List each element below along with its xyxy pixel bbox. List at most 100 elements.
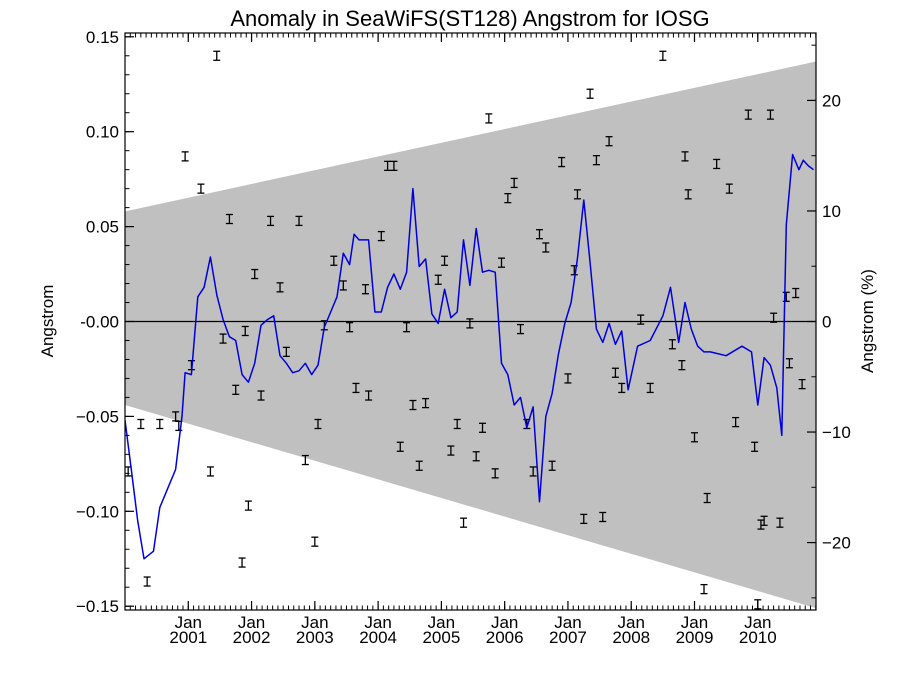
- data-point: [447, 445, 455, 456]
- data-point: [785, 358, 793, 369]
- data-point: [453, 418, 461, 430]
- data-point: [213, 50, 221, 61]
- data-point: [197, 183, 205, 194]
- x-tick-label-month: Jan: [681, 613, 708, 632]
- data-point: [798, 378, 806, 390]
- data-point: [409, 399, 417, 411]
- data-point: [219, 333, 227, 344]
- data-point: [770, 312, 778, 323]
- data-point: [181, 151, 189, 162]
- x-tick-label-month: Jan: [618, 613, 645, 632]
- uncertainty-band: [125, 61, 816, 609]
- data-point: [257, 390, 265, 401]
- y2-tick-label: −20: [822, 534, 851, 553]
- y-axis-label: Angstrom: [38, 285, 57, 358]
- x-tick-label-year: 2004: [359, 628, 397, 647]
- y2-axis-label: Angstrom (%): [858, 269, 877, 373]
- data-point: [760, 515, 768, 526]
- data-point: [346, 322, 354, 333]
- x-tick-label-year: 2006: [486, 628, 524, 647]
- data-point: [605, 136, 613, 147]
- x-tick-label-year: 2008: [612, 628, 650, 647]
- data-point: [725, 183, 733, 194]
- data-point: [352, 382, 360, 394]
- data-point: [678, 360, 686, 371]
- data-point: [691, 432, 699, 443]
- y-tick-label: -0.00: [80, 313, 119, 332]
- data-point: [330, 255, 338, 266]
- x-tick-label-month: Jan: [554, 613, 581, 632]
- data-point: [684, 189, 692, 200]
- series-line: [125, 153, 814, 560]
- data-point: [485, 113, 493, 124]
- data-point: [422, 397, 430, 409]
- x-tick-label-month: Jan: [491, 613, 518, 632]
- data-point: [792, 287, 800, 299]
- x-tick-label-month: Jan: [428, 613, 455, 632]
- x-tick-label-year: 2002: [233, 628, 271, 647]
- data-point: [580, 513, 588, 525]
- data-point: [757, 519, 765, 530]
- y-tick-label: 0.15: [86, 28, 119, 47]
- data-point: [390, 160, 398, 172]
- x-tick-label-year: 2009: [676, 628, 714, 647]
- data-point: [206, 466, 214, 477]
- data-point: [516, 323, 524, 335]
- x-tick-label-month: Jan: [238, 613, 265, 632]
- data-point: [276, 282, 284, 293]
- data-point: [466, 318, 474, 329]
- data-point: [558, 156, 566, 168]
- x-tick-label-month: Jan: [364, 613, 391, 632]
- data-point: [659, 50, 667, 61]
- data-point: [295, 215, 303, 227]
- chart-title: Anomaly in SeaWiFS(ST128) Angstrom for I…: [230, 6, 709, 31]
- data-point: [535, 229, 543, 240]
- data-point: [498, 257, 506, 268]
- data-point: [314, 418, 322, 430]
- data-point: [751, 441, 759, 452]
- data-point: [479, 422, 487, 433]
- data-point: [732, 416, 740, 428]
- y-tick-label: −0.05: [76, 407, 119, 426]
- data-point: [137, 418, 145, 430]
- data-point: [713, 158, 721, 170]
- data-point: [491, 468, 499, 479]
- data-point: [564, 373, 572, 384]
- data-point: [244, 500, 252, 511]
- data-point: [238, 557, 246, 568]
- data-point: [251, 268, 259, 280]
- y-tick-label: −0.10: [76, 502, 119, 521]
- data-point: [744, 109, 752, 120]
- y2-tick-label: 0: [822, 313, 831, 332]
- data-point: [776, 517, 784, 528]
- y-tick-label: 0.10: [86, 123, 119, 142]
- data-point: [267, 215, 275, 227]
- data-point: [396, 441, 404, 452]
- data-point: [703, 492, 711, 504]
- data-point: [225, 213, 233, 225]
- data-point: [241, 325, 249, 337]
- x-tick-label-year: 2003: [296, 628, 334, 647]
- data-point: [599, 511, 607, 523]
- data-point: [510, 177, 518, 189]
- data-point: [504, 192, 512, 204]
- data-point: [586, 88, 594, 99]
- x-tick-label-year: 2007: [549, 628, 587, 647]
- x-tick-label-year: 2010: [739, 628, 777, 647]
- y-tick-label: −0.15: [76, 597, 119, 616]
- data-point: [301, 454, 309, 466]
- x-tick-label-month: Jan: [175, 613, 202, 632]
- data-point: [232, 384, 240, 395]
- y2-tick-label: 20: [822, 91, 841, 110]
- x-tick-label-month: Jan: [301, 613, 328, 632]
- data-point: [681, 151, 689, 162]
- data-point: [573, 189, 581, 200]
- data-point: [143, 576, 151, 587]
- data-point: [415, 460, 423, 471]
- data-point: [365, 390, 373, 401]
- data-point: [156, 418, 164, 430]
- x-tick-label-month: Jan: [744, 613, 771, 632]
- data-point: [460, 517, 468, 528]
- data-point: [361, 284, 369, 295]
